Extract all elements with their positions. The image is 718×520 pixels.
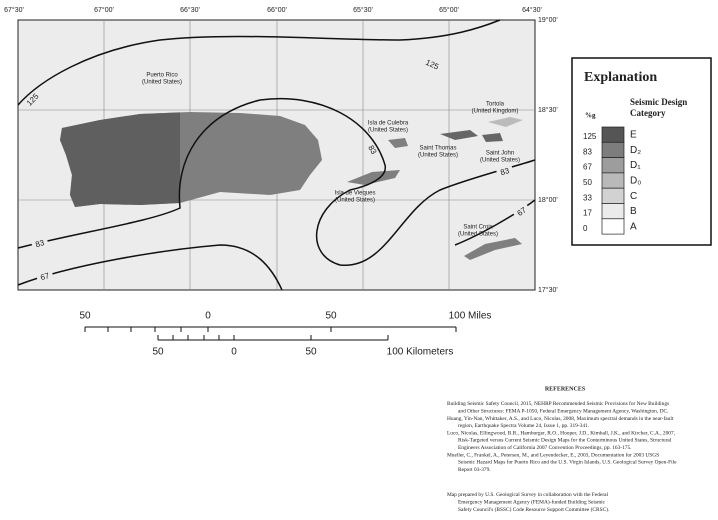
place-country: (United States) [418, 153, 458, 159]
scale-label: 100 Kilometers [387, 347, 454, 358]
legend-swatch [601, 172, 625, 189]
legend-swatch [601, 126, 625, 143]
longitude-label: 64°30' [522, 6, 542, 14]
contour-label-bg [24, 91, 42, 109]
place-country: (United States) [142, 80, 182, 86]
contour-label-bg [31, 238, 49, 250]
scale-label: 50 [152, 347, 164, 358]
scale-label: 0 [205, 311, 211, 322]
contour-label-bg [496, 166, 514, 178]
legend-unit: %g [585, 112, 596, 120]
legend-swatch [601, 203, 625, 220]
contours [17, 19, 536, 291]
islands [60, 112, 523, 260]
place-name: Saint Thomas [420, 146, 457, 152]
legend-category-title: Category [630, 108, 666, 118]
legend-category: B [630, 206, 637, 217]
legend-category: C [630, 191, 637, 202]
place-name: Tortola [486, 102, 505, 108]
reference-line: Luco, Nicolas, Ellingwood, B.R., Hamburg… [447, 430, 676, 436]
contour-label: 67 [39, 271, 50, 282]
legend-box [571, 57, 712, 246]
puerto-rico-west [60, 112, 180, 207]
contour-label-bg [513, 204, 531, 220]
legend-swatch [601, 187, 625, 204]
latitude-label: 17°30' [538, 286, 558, 294]
longitude-label: 65°30' [353, 6, 373, 14]
longitude-label: 66°30' [180, 6, 200, 14]
place-country: (United States) [335, 198, 375, 204]
legend-swatch [601, 157, 625, 174]
scale-label: 50 [305, 347, 317, 358]
latitude-label: 18°00' [538, 196, 558, 204]
graticule [18, 20, 535, 290]
reference-line: Report 03-379. [458, 467, 491, 473]
legend-category: D₁ [630, 160, 641, 171]
contour-label-bg [364, 141, 380, 159]
contour-label-bg [423, 57, 441, 73]
contour-label-bg [36, 271, 54, 283]
references-title: REFERENCES [545, 386, 586, 392]
legend-value: 33 [583, 193, 592, 202]
latitude-label: 19°00' [538, 16, 558, 24]
legend-title: Explanation [584, 70, 657, 85]
reference-line: region, Earthquake Spectra Volume 24, Is… [458, 423, 589, 429]
longitude-label: 65°00' [439, 6, 459, 14]
place-country: (United States) [368, 128, 408, 134]
culebra [388, 138, 408, 148]
reference-line: Building Seismic Safety Council, 2015, N… [447, 400, 669, 407]
legend-value: 0 [583, 224, 588, 233]
scale-label: 50 [79, 311, 91, 322]
legend-category: D₀ [630, 176, 641, 187]
place-country: (United Kingdom) [472, 109, 519, 115]
place-name: Saint John [486, 151, 514, 157]
place-name: Isla de Vieques [335, 191, 376, 197]
scale-label: 100 Miles [449, 311, 492, 322]
reference-line: Engineers Association of California 2007… [458, 444, 632, 451]
st-john [482, 133, 503, 142]
place-name: Isla de Culebra [368, 121, 409, 127]
scale-label: 0 [231, 347, 237, 358]
latitude-label: 18°30' [538, 106, 558, 114]
credit-line: Map prepared by U.S. Geological Survey i… [447, 492, 609, 498]
legend-swatch [601, 218, 625, 235]
legend-category: A [630, 221, 637, 232]
tortola [488, 117, 523, 127]
longitude-label: 67°00' [94, 6, 114, 14]
legend-value: 67 [583, 163, 592, 172]
longitude-label: 66°00' [267, 6, 287, 14]
reference-line: and Other Structures: FEMA P-1050, Feder… [458, 409, 668, 415]
credit-line: Emergency Management Agency (FEMA)-funde… [458, 499, 606, 506]
st-thomas [440, 130, 478, 140]
place-name: Puerto Rico [146, 73, 178, 79]
legend-swatch [601, 141, 625, 158]
legend-category: D₂ [630, 145, 641, 156]
legend-value: 50 [583, 178, 592, 187]
place-name: Saint Croix [463, 225, 492, 231]
st-croix [464, 238, 522, 260]
scale-label: 50 [325, 311, 337, 322]
place-country: (United States) [480, 158, 520, 164]
place-country: (United States) [458, 232, 498, 238]
reference-line: Mueller, C., Frankel, A., Petersen, M., … [447, 451, 659, 458]
contour-label: 83 [499, 166, 510, 177]
reference-line: Seismic Hazard Maps for Puerto Rico and … [458, 459, 677, 466]
legend-category: E [630, 130, 637, 141]
reference-line: Huang, Yin-Nan, Whittaker, A.S., and Luc… [447, 415, 674, 422]
reference-line: Risk-Targeted versus Current Seismic Des… [458, 437, 672, 444]
credit-line: Safety Council's (BSSC) Code Resource Su… [458, 506, 609, 513]
legend-category-title: Seismic Design [630, 97, 687, 107]
longitude-label: 67°30' [4, 6, 24, 14]
vieques [347, 170, 400, 185]
contour-label: 83 [34, 238, 45, 249]
legend-value: 17 [583, 209, 592, 218]
legend-value: 83 [583, 147, 592, 156]
legend-value: 125 [583, 132, 597, 141]
